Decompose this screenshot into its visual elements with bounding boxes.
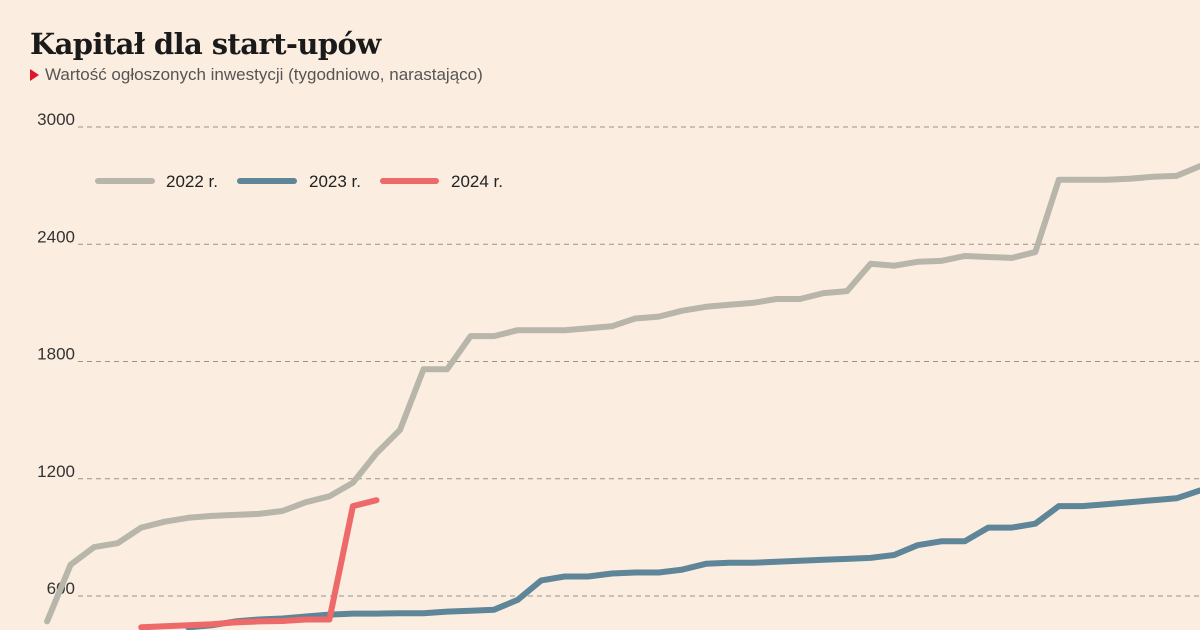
series-lines [44,163,1200,630]
series-line-0 [44,163,1200,625]
y-tick-label-1800: 1800 [37,345,75,364]
triangle-marker-icon [30,69,39,81]
legend-label-1: 2023 r. [309,172,361,191]
chart-title: Kapitał dla start-upów [30,27,381,61]
y-tick-label-2400: 2400 [37,227,75,246]
y-tick-label-3000: 3000 [37,110,75,129]
chart-subtitle-text: Wartość ogłoszonych inwestycji (tygodnio… [45,65,483,84]
legend-label-2: 2024 r. [451,172,503,191]
series-line-2 [138,497,380,630]
chart-subtitle: Wartość ogłoszonych inwestycji (tygodnio… [30,64,483,86]
series-line-1 [185,487,1200,630]
legend-label-0: 2022 r. [166,172,218,191]
gridlines [78,126,1200,597]
legend: 2022 r. 2023 r. 2024 r. [95,172,503,191]
y-tick-label-1200: 1200 [37,462,75,481]
